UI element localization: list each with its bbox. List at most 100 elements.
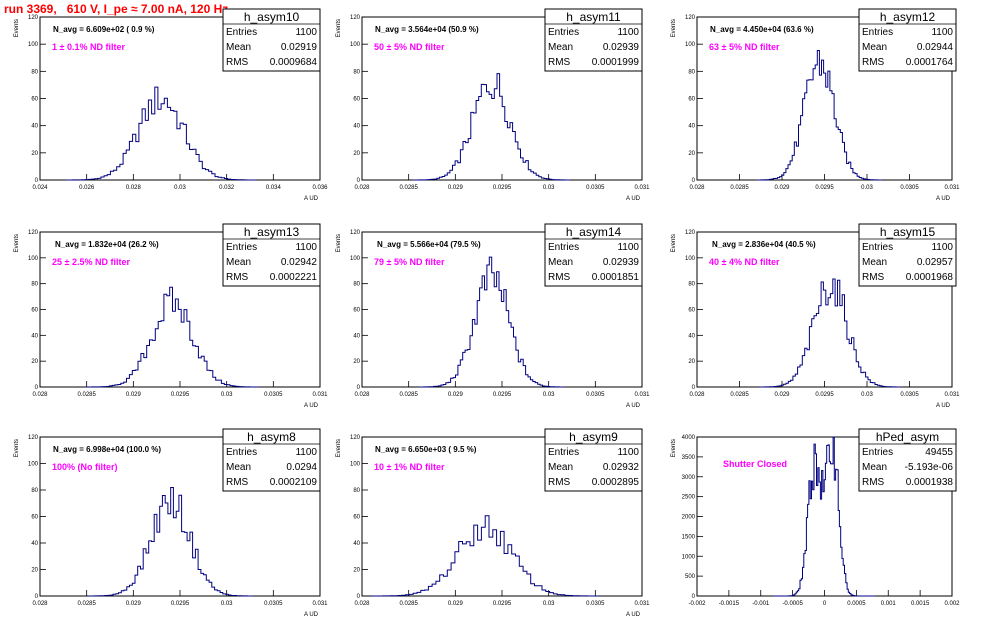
stats-box bbox=[544, 8, 643, 72]
x-tick-label: 0.03 bbox=[543, 185, 555, 191]
stats-mean-label: Mean bbox=[226, 257, 251, 268]
stats-rms-label: RMS bbox=[862, 272, 885, 283]
stats-entries-value: 1100 bbox=[295, 27, 317, 38]
stats-title: h_asym13 bbox=[244, 225, 300, 239]
x-tick-label: 0.029 bbox=[448, 392, 464, 398]
y-tick-label: 100 bbox=[28, 42, 39, 48]
y-tick-label: 0 bbox=[35, 178, 39, 184]
y-tick-label: 40 bbox=[688, 124, 695, 130]
y-tick-label: 0 bbox=[692, 594, 696, 600]
x-tick-label: -0.002 bbox=[688, 601, 706, 607]
y-tick-label: 3500 bbox=[682, 455, 696, 461]
x-axis-title: A UD bbox=[304, 403, 319, 409]
x-tick-label: 0.036 bbox=[312, 185, 328, 191]
y-tick-label: 40 bbox=[688, 333, 695, 339]
stats-entries-label: Entries bbox=[226, 447, 257, 458]
stats-mean-label: Mean bbox=[226, 42, 251, 53]
stats-mean-value: 0.02932 bbox=[603, 462, 640, 473]
y-tick-label: 60 bbox=[31, 97, 38, 103]
stats-mean-label: Mean bbox=[548, 257, 573, 268]
stats-box bbox=[222, 428, 321, 492]
histogram-series-line bbox=[86, 286, 259, 388]
stats-rms-label: RMS bbox=[226, 477, 249, 488]
y-tick-label: 60 bbox=[353, 515, 360, 521]
stats-entries-value: 49455 bbox=[925, 447, 953, 458]
y-tick-label: 80 bbox=[353, 69, 360, 75]
stats-mean-label: Mean bbox=[862, 257, 887, 268]
stats-title: h_asym15 bbox=[880, 225, 936, 239]
x-tick-label: 0.029 bbox=[126, 392, 142, 398]
x-axis-title: A UD bbox=[626, 403, 641, 409]
stats-title: hPed_asym bbox=[876, 430, 939, 444]
y-tick-label: 60 bbox=[353, 97, 360, 103]
y-tick-label: 2000 bbox=[682, 515, 696, 521]
stats-rms-value: 0.0001764 bbox=[906, 57, 954, 68]
x-tick-label: 0.028 bbox=[32, 392, 48, 398]
x-tick-label: -0.0015 bbox=[719, 601, 740, 607]
filter-annotation: 40 ± 4% ND filter bbox=[709, 257, 780, 267]
x-tick-label: 0.029 bbox=[126, 601, 142, 607]
x-tick-label: 0.0285 bbox=[399, 601, 418, 607]
y-tick-label: 80 bbox=[31, 282, 38, 288]
x-tick-label: 0.031 bbox=[634, 185, 650, 191]
x-tick-label: 0.031 bbox=[944, 185, 960, 191]
y-tick-label: 1000 bbox=[682, 554, 696, 560]
y-tick-label: 500 bbox=[685, 574, 696, 580]
histogram-series-line bbox=[413, 73, 571, 181]
y-tick-label: 3000 bbox=[682, 475, 696, 481]
x-tick-label: 0 bbox=[823, 601, 827, 607]
stats-entries-value: 1100 bbox=[295, 242, 317, 253]
y-tick-label: 20 bbox=[688, 151, 695, 157]
y-tick-label: 120 bbox=[350, 230, 361, 236]
stats-entries-value: 1100 bbox=[617, 242, 639, 253]
y-tick-label: 80 bbox=[353, 282, 360, 288]
x-tick-label: 0.002 bbox=[944, 601, 960, 607]
y-tick-label: 0 bbox=[692, 385, 696, 391]
x-tick-label: 0.0305 bbox=[264, 392, 283, 398]
y-tick-label: 100 bbox=[28, 462, 39, 468]
stats-rms-value: 0.0001938 bbox=[906, 477, 954, 488]
y-tick-label: 40 bbox=[31, 541, 38, 547]
x-tick-label: 0.028 bbox=[126, 185, 142, 191]
x-tick-label: 0.031 bbox=[312, 601, 328, 607]
y-tick-label: 120 bbox=[28, 15, 39, 21]
filter-annotation: 79 ± 5% ND filter bbox=[374, 257, 445, 267]
x-tick-label: 0.03 bbox=[543, 392, 555, 398]
y-axis-title: Events bbox=[14, 439, 20, 457]
histogram-panel: 0 20 40 60 80 100 120 0.028 0.0285 0.029 0.0295 0.0… bbox=[14, 223, 328, 409]
x-tick-label: 0.0295 bbox=[815, 392, 834, 398]
y-tick-label: 60 bbox=[688, 97, 695, 103]
y-tick-label: 20 bbox=[353, 151, 360, 157]
stats-rms-value: 0.0009684 bbox=[270, 57, 318, 68]
stats-title: h_asym10 bbox=[244, 10, 300, 24]
x-tick-label: 0.0295 bbox=[171, 601, 190, 607]
x-tick-label: 0.028 bbox=[689, 185, 705, 191]
navg-annotation: N_avg = 6.609e+02 ( 0.9 %) bbox=[53, 25, 155, 34]
stats-rms-value: 0.0001999 bbox=[592, 57, 640, 68]
x-tick-label: 0.0285 bbox=[77, 392, 96, 398]
stats-mean-value: 0.02942 bbox=[281, 257, 318, 268]
filter-annotation: 50 ± 5% ND filter bbox=[374, 42, 445, 52]
y-tick-label: 100 bbox=[350, 462, 361, 468]
stats-entries-label: Entries bbox=[226, 242, 257, 253]
navg-annotation: N_avg = 6.998e+04 (100.0 %) bbox=[53, 445, 161, 454]
stats-mean-value: 0.02957 bbox=[917, 257, 954, 268]
histogram-panel: 0 20 40 60 80 100 120 0.028 0.0285 0.029 0.0295 0.0… bbox=[671, 8, 960, 202]
x-tick-label: 0.0015 bbox=[911, 601, 930, 607]
stats-title: h_asym8 bbox=[247, 430, 296, 444]
navg-annotation: N_avg = 5.566e+04 (79.5 %) bbox=[377, 240, 481, 249]
stats-entries-label: Entries bbox=[862, 447, 893, 458]
y-axis-title: Events bbox=[336, 439, 342, 457]
x-tick-label: 0.0285 bbox=[399, 185, 418, 191]
histogram-panel: 0 20 40 60 80 100 120 0.028 0.0285 0.029 0.0295 0.0… bbox=[14, 428, 328, 618]
y-axis-title: Events bbox=[14, 19, 20, 37]
x-tick-label: 0.0305 bbox=[900, 392, 919, 398]
y-tick-label: 80 bbox=[31, 69, 38, 75]
x-tick-label: 0.029 bbox=[448, 601, 464, 607]
histogram-panel: 0 20 40 60 80 100 120 0.024 0.026 0.028 0.03 0.032 0… bbox=[14, 8, 328, 202]
stats-rms-label: RMS bbox=[862, 57, 885, 68]
x-tick-label: 0.0295 bbox=[493, 185, 512, 191]
y-tick-label: 120 bbox=[28, 230, 39, 236]
histogram-panel: 0 20 40 60 80 100 120 0.028 0.0285 0.029 0.0295 0.0… bbox=[336, 8, 650, 202]
